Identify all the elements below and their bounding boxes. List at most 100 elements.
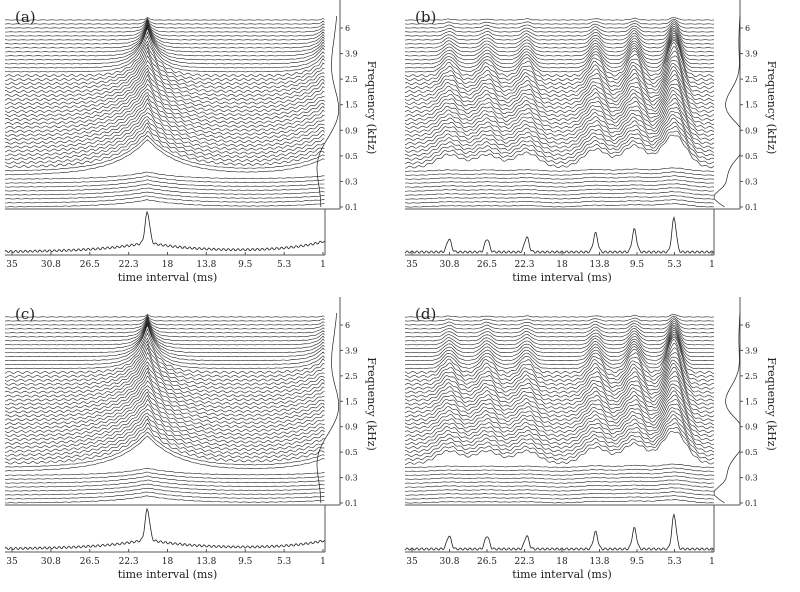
waterfall-line (404, 394, 715, 430)
x-tick-label: 9.5 (238, 557, 253, 567)
y-tick-label: 0.1 (745, 499, 758, 508)
frequency-profile (713, 15, 741, 208)
waterfall-line (404, 179, 715, 184)
waterfall-line (404, 483, 715, 488)
waterfall-line (4, 191, 325, 200)
waterfall-line (4, 22, 325, 45)
waterfall-line (404, 491, 714, 496)
waterfall-line (4, 315, 325, 326)
y-tick-label: 3.9 (745, 50, 758, 59)
waterfall-line (404, 50, 715, 86)
waterfall-line (404, 471, 715, 476)
x-tick-label: 26.5 (477, 260, 497, 270)
x-axis-label: time interval (ms) (512, 271, 612, 284)
waterfall-line (404, 399, 715, 434)
waterfall-line (404, 70, 715, 105)
waterfall-line (4, 340, 325, 378)
waterfall-line (4, 495, 325, 504)
x-tick-label: 1 (709, 557, 715, 567)
waterfall-line (4, 487, 325, 496)
waterfall-line (404, 390, 715, 426)
panel-label: (d) (415, 305, 436, 323)
waterfall-line (404, 352, 715, 386)
y-tick-label: 3.9 (345, 346, 358, 355)
panel-label: (a) (15, 8, 36, 26)
waterfall-line (404, 74, 715, 109)
waterfall-line (404, 403, 715, 438)
waterfall-line (4, 83, 325, 121)
y-tick-label: 0.9 (345, 423, 358, 432)
waterfall-line (4, 64, 325, 101)
y-tick-label: 2.5 (345, 75, 358, 84)
waterfall-line (4, 175, 325, 184)
waterfall-line (404, 333, 715, 362)
waterfall-line (4, 187, 325, 196)
y-axis-label: Frequency (kHz) (365, 357, 378, 451)
x-tick-label: 1 (320, 260, 326, 270)
waterfall-line (404, 126, 715, 161)
waterfall-line (4, 25, 325, 57)
waterfall-line (4, 317, 325, 334)
waterfall-line (404, 167, 715, 172)
waterfall-line (4, 319, 325, 342)
y-tick-label: 3.9 (745, 346, 758, 355)
x-tick-label: 1 (320, 557, 326, 567)
waterfall-line (4, 408, 325, 445)
waterfall-line (4, 375, 325, 414)
waterfall-line (4, 119, 325, 157)
waterfall-line (4, 388, 325, 426)
y-tick-label: 0.1 (345, 203, 358, 212)
x-tick-label: 35 (406, 260, 418, 270)
waterfall-line (405, 329, 715, 354)
waterfall-line (404, 31, 715, 53)
waterfall-line (404, 63, 715, 98)
waterfall-line (4, 394, 325, 434)
waterfall-line (5, 351, 325, 390)
waterfall-line (404, 191, 715, 196)
y-tick-label: 0.3 (745, 177, 758, 186)
x-tick-label: 22.3 (514, 557, 534, 567)
waterfall-line (404, 426, 715, 461)
waterfall-line (5, 183, 325, 192)
y-tick-label: 0.1 (345, 499, 358, 508)
waterfall-line (404, 326, 715, 346)
waterfall-line (4, 322, 325, 354)
waterfall-line (4, 318, 325, 338)
waterfall-line (4, 16, 325, 21)
waterfall-line (4, 321, 325, 350)
waterfall-line (404, 199, 715, 204)
waterfall-line (404, 29, 715, 49)
waterfall-line (4, 364, 325, 402)
waterfall-line (404, 78, 715, 113)
waterfall-line (404, 375, 715, 410)
waterfall-line (4, 179, 325, 188)
waterfall-line (4, 431, 325, 468)
waterfall-line (404, 359, 715, 394)
x-tick-label: 13.8 (589, 557, 609, 567)
y-tick-label: 6 (745, 321, 750, 330)
waterfall-line (404, 114, 715, 149)
x-tick-label: 18 (162, 260, 174, 270)
y-tick-label: 1.5 (345, 397, 358, 406)
waterfall-line (4, 320, 325, 346)
x-tick-label: 30.8 (41, 260, 61, 270)
panel-label: (c) (15, 305, 35, 323)
waterfall-line (4, 491, 325, 500)
waterfall-line (404, 36, 715, 65)
waterfall-line (404, 422, 715, 457)
y-tick-label: 6 (345, 24, 350, 33)
y-tick-label: 0.9 (345, 126, 358, 135)
x-axis-label: time interval (ms) (512, 568, 612, 581)
x-tick-label: 35 (6, 260, 18, 270)
summary-trace (4, 507, 326, 551)
waterfall-line (4, 122, 325, 161)
y-tick-label: 0.5 (345, 152, 358, 161)
waterfall-line (404, 335, 715, 366)
waterfall-line (4, 88, 325, 125)
waterfall-line (4, 31, 325, 69)
waterfall-line (404, 97, 715, 133)
waterfall-line (4, 479, 325, 488)
waterfall-line (4, 40, 325, 78)
waterfall-line (4, 35, 325, 73)
waterfall-line (404, 475, 715, 480)
